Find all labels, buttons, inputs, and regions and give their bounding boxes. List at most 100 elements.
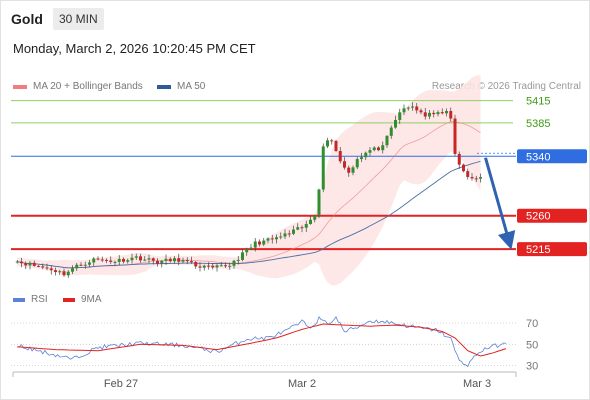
candle-body <box>326 140 329 147</box>
candle-body <box>360 157 363 160</box>
x-tick-label: Mar 3 <box>463 378 491 390</box>
candle-body <box>130 257 134 261</box>
candle-body <box>317 189 321 216</box>
candle-body <box>139 256 142 261</box>
candle-body <box>249 247 253 250</box>
candle-body <box>338 151 342 162</box>
candle-body <box>313 215 317 220</box>
candle-body <box>270 238 274 240</box>
candle-body <box>381 145 385 151</box>
candle-body <box>113 261 117 263</box>
candle-body <box>20 261 23 264</box>
ma50-line <box>17 160 481 269</box>
candle-body <box>66 271 70 276</box>
candle-body <box>156 260 159 264</box>
x-tick-label: Mar 2 <box>288 378 316 390</box>
candle-body <box>343 161 346 168</box>
candle-body <box>415 106 419 111</box>
candle-body <box>368 150 372 153</box>
candle-body <box>330 140 334 142</box>
candle-body <box>394 119 397 128</box>
support-label: 5215 <box>526 244 550 256</box>
moving-average-layer <box>17 121 481 269</box>
asset-title: Gold <box>11 11 43 27</box>
candle-body <box>219 265 223 267</box>
support-tag <box>517 242 587 257</box>
legend-bollinger: MA 20 + Bollinger Bands <box>13 81 143 92</box>
candle-body <box>79 264 83 266</box>
rsi-line <box>17 315 507 368</box>
candle-body <box>385 135 389 146</box>
candle-body <box>71 268 74 272</box>
candle-body <box>309 219 312 224</box>
legend-rsi: RSI <box>13 294 48 305</box>
candle-body <box>428 112 431 117</box>
candle-body <box>466 171 470 177</box>
candle-body <box>300 227 304 229</box>
candle-body <box>211 265 215 268</box>
rsi-panel: 70 50 30 <box>11 315 538 373</box>
candle-body <box>75 264 79 269</box>
support-tag <box>517 208 587 223</box>
candle-body <box>355 159 359 168</box>
candle-body <box>262 240 266 245</box>
candle-body <box>321 146 325 190</box>
candle-body <box>445 111 448 114</box>
candle-body <box>279 236 283 238</box>
candle-body <box>54 270 57 272</box>
candle-body <box>334 140 338 152</box>
level-lines-layer <box>11 100 516 251</box>
candle-body <box>151 258 155 261</box>
candle-body <box>436 112 440 115</box>
candle-body <box>100 259 104 261</box>
candle-body <box>185 260 189 262</box>
candle-body <box>283 233 287 237</box>
candle-body <box>432 112 436 115</box>
candle-body <box>32 262 36 266</box>
candle-body <box>198 266 202 268</box>
resistance-label: 5385 <box>526 118 550 130</box>
level-tags-layer: 5415 5385 5340 5260 5215 <box>517 96 587 257</box>
legend-rsi-label: RSI <box>31 294 48 305</box>
candle-body <box>372 147 376 151</box>
candle-body <box>377 147 380 151</box>
time-axis: Feb 27 Mar 2 Mar 3 <box>12 371 517 390</box>
candle-body <box>389 127 393 136</box>
candle-body <box>168 258 172 262</box>
bollinger-band-fill <box>17 74 481 286</box>
candle-body <box>253 241 257 248</box>
support-label: 5260 <box>526 211 550 223</box>
candle-body <box>177 258 181 262</box>
candle-body <box>15 261 19 263</box>
candle-body <box>147 258 151 260</box>
candle-body <box>160 260 164 264</box>
resistance-label: 5415 <box>526 96 550 108</box>
legend-ma50-label: MA 50 <box>177 81 206 92</box>
candle-body <box>411 106 414 108</box>
candle-body <box>449 111 453 119</box>
candle-body <box>457 153 461 165</box>
candle-body <box>143 259 147 261</box>
candle-body <box>224 265 227 267</box>
copyright-text: Research © 2026 Trading Central <box>431 81 581 92</box>
candle-body <box>58 271 62 273</box>
forecast-arrow <box>484 157 516 250</box>
candle-body <box>440 112 444 114</box>
candle-body <box>292 229 295 234</box>
candle-body <box>109 260 113 262</box>
timeframe-button[interactable]: 30 MIN <box>53 8 104 30</box>
candle-body <box>474 178 478 180</box>
legend-bollinger-label: MA 20 + Bollinger Bands <box>33 81 143 92</box>
forecast-layer <box>484 157 516 250</box>
candle-body <box>462 164 465 172</box>
candle-body <box>228 265 232 267</box>
candle-body <box>96 258 100 260</box>
legend-rsi-ma-label: 9MA <box>81 294 102 305</box>
candle-body <box>364 152 368 158</box>
rsi-ma-line <box>17 323 507 357</box>
candle-body <box>24 263 28 266</box>
candle-body <box>194 261 198 267</box>
x-tick-label: Feb 27 <box>104 378 138 390</box>
rsi-swatch <box>13 297 25 302</box>
